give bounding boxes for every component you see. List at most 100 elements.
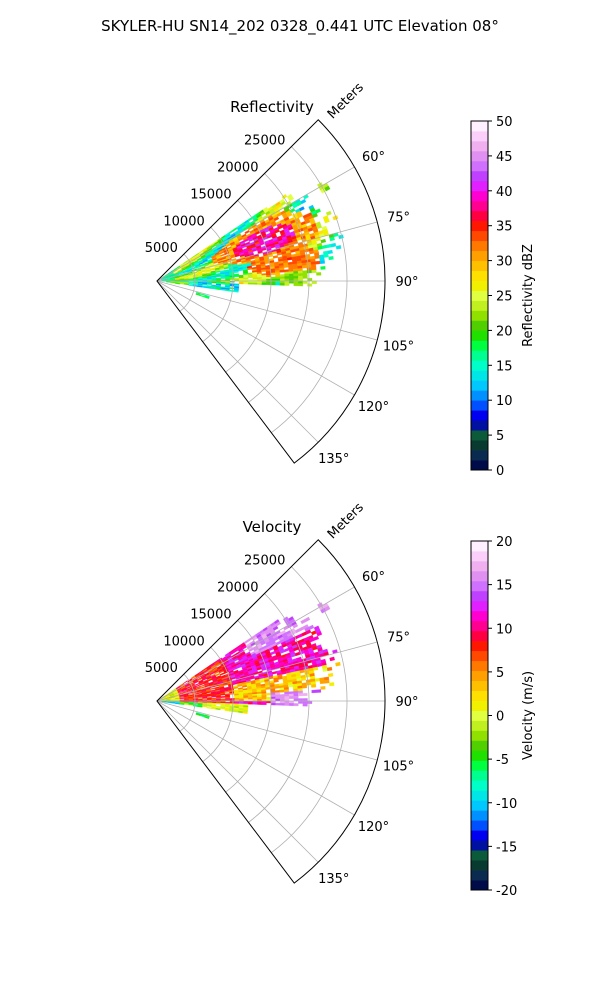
velocity-echo-cell bbox=[279, 696, 285, 700]
velocity-echo-cell bbox=[274, 685, 280, 689]
velocity-azimuth-tick-label: 60° bbox=[362, 570, 385, 585]
reflectivity-echo-cell bbox=[297, 268, 303, 272]
reflectivity-echo-cell bbox=[293, 273, 299, 277]
reflectivity-colorbar-tick-label: 10 bbox=[496, 394, 513, 409]
reflectivity-echo-cell bbox=[314, 255, 320, 259]
velocity-colorbar-segment bbox=[471, 550, 488, 562]
velocity-colorbar-segment bbox=[471, 840, 488, 851]
reflectivity-colorbar-segment bbox=[471, 260, 488, 271]
reflectivity-echo-cell bbox=[330, 242, 337, 248]
reflectivity-echo-cell bbox=[211, 281, 217, 284]
reflectivity-echo-cell bbox=[270, 272, 276, 276]
reflectivity-echo-cell bbox=[319, 260, 325, 264]
velocity-range-tick-label: 15000 bbox=[190, 607, 231, 622]
velocity-echo-cell bbox=[179, 703, 185, 705]
reflectivity-echo-cell bbox=[228, 229, 234, 235]
reflectivity-colorbar-segment bbox=[471, 430, 488, 441]
reflectivity-colorbar-segment bbox=[471, 400, 488, 411]
velocity-echo-cell bbox=[308, 624, 315, 630]
velocity-colorbar-tick-label: -5 bbox=[496, 753, 509, 768]
reflectivity-echo-cell bbox=[283, 264, 289, 268]
reflectivity-colorbar-segment bbox=[471, 240, 488, 252]
velocity-colorbar-tick-label: 5 bbox=[496, 666, 504, 681]
velocity-echo-cell bbox=[252, 702, 258, 705]
velocity-echo-cell bbox=[312, 666, 319, 671]
velocity-echo-cell bbox=[329, 656, 335, 662]
reflectivity-range-ring bbox=[179, 253, 196, 312]
reflectivity-colorbar-segment bbox=[471, 310, 488, 321]
reflectivity-colorbar-tick-label: 15 bbox=[496, 359, 513, 374]
reflectivity-colorbar-segment bbox=[471, 370, 488, 381]
velocity-colorbar-segment bbox=[471, 860, 488, 871]
reflectivity-range-axis-label: Meters bbox=[325, 80, 367, 122]
velocity-echo-cell bbox=[284, 691, 290, 695]
velocity-range-tick-label: 10000 bbox=[163, 634, 204, 649]
velocity-echo-cell bbox=[316, 689, 322, 693]
velocity-echo-cell bbox=[266, 696, 272, 700]
velocity-range-tick-label: 5000 bbox=[145, 661, 178, 676]
velocity-colorbar-segment bbox=[471, 830, 488, 841]
velocity-echo-cell bbox=[300, 677, 307, 681]
reflectivity-colorbar-segment bbox=[471, 360, 488, 371]
velocity-echo-cell bbox=[293, 690, 299, 694]
reflectivity-colorbar-segment bbox=[471, 290, 488, 301]
reflectivity-echo-cell bbox=[293, 270, 299, 274]
reflectivity-colorbar-tick-label: 25 bbox=[496, 290, 513, 305]
reflectivity-echo-cell bbox=[284, 276, 290, 279]
velocity-echo-cell bbox=[219, 672, 225, 676]
velocity-echo-cell bbox=[289, 696, 294, 699]
velocity-echo-cell bbox=[211, 698, 217, 701]
reflectivity-echo-cell bbox=[302, 270, 308, 274]
velocity-colorbar-segment bbox=[471, 880, 488, 891]
velocity-colorbar-tick-label: 20 bbox=[496, 535, 513, 550]
velocity-echo-cell bbox=[335, 661, 341, 667]
reflectivity-echo-cell bbox=[275, 276, 281, 280]
velocity-echo-cell bbox=[273, 679, 279, 683]
reflectivity-echo-cell bbox=[284, 271, 290, 275]
velocity-echo-cell bbox=[202, 705, 208, 708]
reflectivity-azimuth-spoke bbox=[156, 280, 319, 443]
velocity-echo-cell bbox=[306, 681, 312, 686]
reflectivity-echo-cell bbox=[299, 206, 305, 212]
reflectivity-azimuth-spoke bbox=[156, 280, 378, 341]
reflectivity-colorbar-segment bbox=[471, 170, 488, 182]
velocity-colorbar-segment bbox=[471, 730, 488, 741]
velocity-echo-cell bbox=[314, 678, 321, 682]
velocity-colorbar-segment bbox=[471, 750, 488, 761]
velocity-echo-cell bbox=[206, 705, 212, 707]
velocity-echo-cell bbox=[215, 708, 221, 711]
reflectivity-echo-cell bbox=[247, 282, 253, 285]
reflectivity-echo-cell bbox=[261, 277, 267, 280]
velocity-azimuth-tick-label: 75° bbox=[387, 630, 410, 645]
velocity-echo-cell bbox=[193, 702, 199, 705]
reflectivity-echo-cell bbox=[307, 278, 313, 282]
velocity-echo-cell bbox=[275, 702, 281, 706]
velocity-echo-cell bbox=[206, 706, 212, 709]
reflectivity-colorbar-segment bbox=[471, 250, 488, 261]
reflectivity-echo-cell bbox=[233, 270, 239, 274]
reflectivity-colorbar-segment bbox=[471, 420, 488, 431]
reflectivity-echo-cell bbox=[257, 282, 263, 285]
reflectivity-echo-cell bbox=[270, 282, 276, 286]
velocity-echo-cell bbox=[220, 696, 226, 698]
reflectivity-range-tick-label: 5000 bbox=[145, 241, 178, 256]
velocity-colorbar-segment bbox=[471, 850, 488, 861]
reflectivity-echo-cell bbox=[188, 284, 194, 287]
velocity-echo-cell bbox=[298, 693, 303, 697]
reflectivity-colorbar-segment bbox=[471, 150, 488, 162]
velocity-range-tick-label: 20000 bbox=[217, 581, 258, 596]
reflectivity-echo-cell bbox=[193, 282, 199, 285]
velocity-echo-cell bbox=[271, 671, 278, 675]
reflectivity-colorbar-segment bbox=[471, 190, 488, 202]
velocity-colorbar-tick-label: -20 bbox=[496, 884, 517, 899]
reflectivity-echo-cell bbox=[284, 273, 290, 277]
velocity-colorbar-segment bbox=[471, 640, 488, 652]
reflectivity-echo-cell bbox=[266, 282, 272, 286]
reflectivity-colorbar-segment bbox=[471, 270, 488, 281]
reflectivity-echo-cell bbox=[298, 275, 304, 279]
velocity-echo-cell bbox=[210, 687, 216, 690]
velocity-azimuth-tick-label: 120° bbox=[358, 820, 389, 835]
reflectivity-echo-cell bbox=[174, 283, 180, 285]
reflectivity-echo-cell bbox=[220, 283, 226, 285]
